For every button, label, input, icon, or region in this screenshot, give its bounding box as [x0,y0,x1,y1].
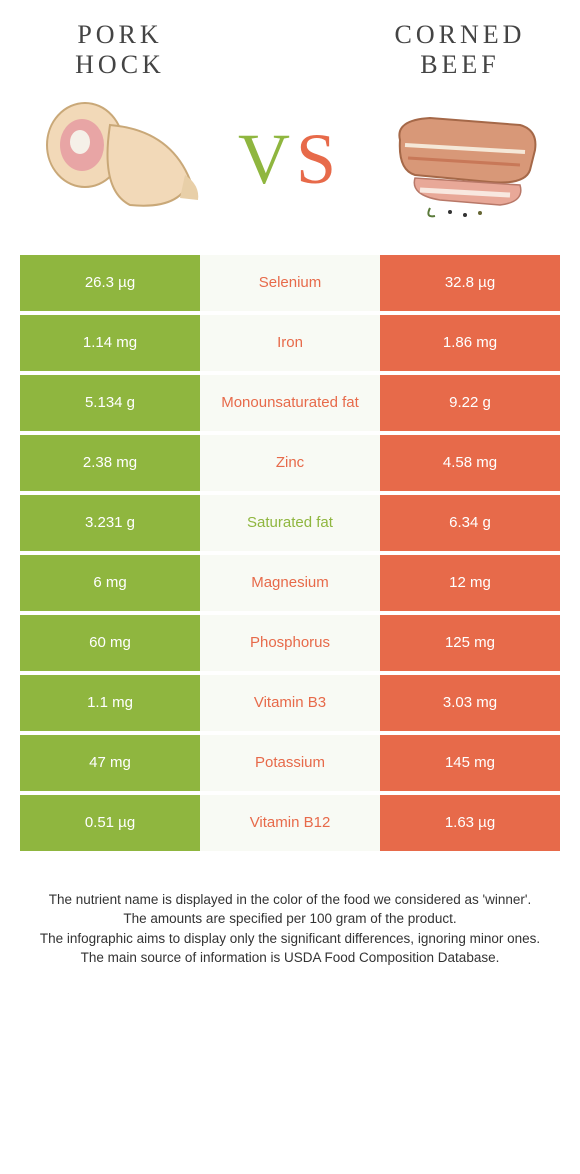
right-value: 3.03 mg [380,675,560,731]
table-row: 1.14 mgIron1.86 mg [20,315,560,371]
header-images: VS [0,90,580,255]
footnote-line: The nutrient name is displayed in the co… [30,890,550,910]
table-row: 26.3 µgSelenium32.8 µg [20,255,560,311]
nutrient-name: Iron [200,315,380,371]
nutrient-name: Zinc [200,435,380,491]
left-value: 1.14 mg [20,315,200,371]
infographic: PORK HOCK CORNED BEEF VS [0,0,580,968]
pork-hock-icon [30,90,210,230]
nutrient-name: Vitamin B12 [200,795,380,851]
vs-block: VS [210,118,370,201]
right-value: 145 mg [380,735,560,791]
food-right-title-block: CORNED BEEF [370,20,550,80]
table-row: 0.51 µgVitamin B121.63 µg [20,795,560,851]
food-right-image [370,90,550,230]
left-value: 26.3 µg [20,255,200,311]
footnote-line: The amounts are specified per 100 gram o… [30,909,550,929]
table-row: 5.134 gMonounsaturated fat9.22 g [20,375,560,431]
right-value: 12 mg [380,555,560,611]
food-left-title-block: PORK HOCK [30,20,210,80]
right-value: 1.63 µg [380,795,560,851]
footnote-line: The infographic aims to display only the… [30,929,550,949]
left-value: 3.231 g [20,495,200,551]
nutrient-name: Selenium [200,255,380,311]
left-value: 60 mg [20,615,200,671]
vs-label: VS [238,119,342,199]
nutrient-name: Monounsaturated fat [200,375,380,431]
corned-beef-icon [370,90,550,230]
left-value: 47 mg [20,735,200,791]
right-value: 9.22 g [380,375,560,431]
table-row: 47 mgPotassium145 mg [20,735,560,791]
nutrient-name: Phosphorus [200,615,380,671]
table-row: 2.38 mgZinc4.58 mg [20,435,560,491]
nutrient-name: Magnesium [200,555,380,611]
left-value: 0.51 µg [20,795,200,851]
footnote-line: The main source of information is USDA F… [30,948,550,968]
table-row: 60 mgPhosphorus125 mg [20,615,560,671]
right-value: 1.86 mg [380,315,560,371]
right-value: 4.58 mg [380,435,560,491]
nutrient-table: 26.3 µgSelenium32.8 µg1.14 mgIron1.86 mg… [20,255,560,851]
left-value: 2.38 mg [20,435,200,491]
left-value: 1.1 mg [20,675,200,731]
right-value: 6.34 g [380,495,560,551]
nutrient-name: Saturated fat [200,495,380,551]
right-value: 125 mg [380,615,560,671]
food-left-title: PORK HOCK [30,20,210,80]
right-value: 32.8 µg [380,255,560,311]
nutrient-name: Potassium [200,735,380,791]
food-right-title: CORNED BEEF [370,20,550,80]
header: PORK HOCK CORNED BEEF [0,0,580,90]
nutrient-name: Vitamin B3 [200,675,380,731]
table-row: 6 mgMagnesium12 mg [20,555,560,611]
left-value: 5.134 g [20,375,200,431]
footnotes: The nutrient name is displayed in the co… [0,855,580,968]
left-value: 6 mg [20,555,200,611]
food-left-image [30,90,210,230]
table-row: 3.231 gSaturated fat6.34 g [20,495,560,551]
table-row: 1.1 mgVitamin B33.03 mg [20,675,560,731]
